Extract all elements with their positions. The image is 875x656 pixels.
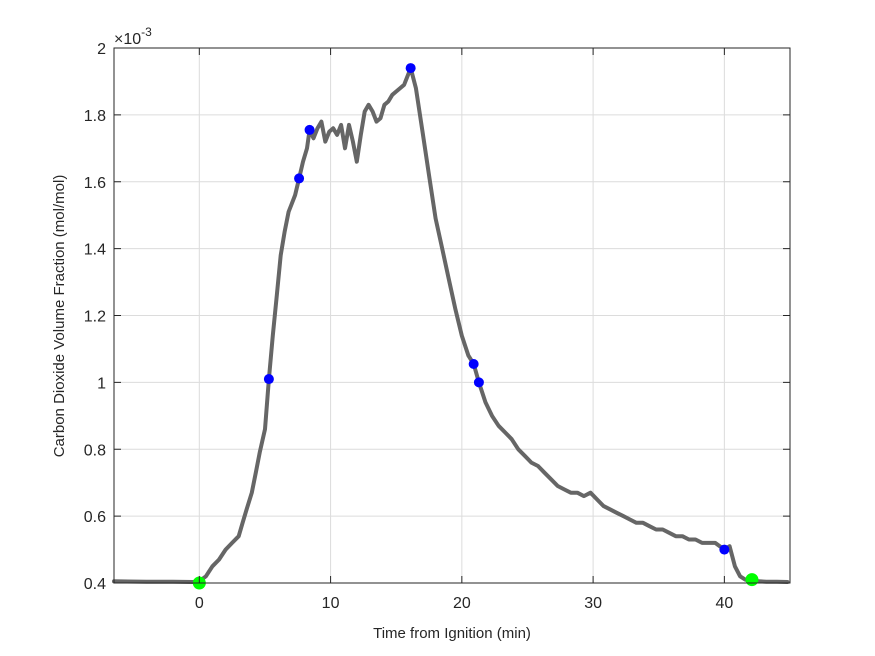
grid-lines (114, 48, 790, 583)
y-tick-label: 1.4 (84, 242, 106, 259)
axis-ticks (114, 47, 790, 584)
x-tick-labels: 0 10 20 30 40 (195, 595, 734, 612)
key-point-marker (263, 374, 274, 385)
y-tick-label: 1 (97, 375, 106, 392)
x-tick-label: 10 (322, 595, 340, 612)
x-axis-title: Time from Ignition (min) (373, 625, 531, 642)
key-point-marker (294, 173, 305, 184)
y-tick-label: 1.8 (84, 108, 106, 125)
key-point-marker (304, 124, 315, 135)
key-point-marker (473, 377, 484, 388)
endpoint-marker (745, 573, 759, 587)
y-tick-label: 0.8 (84, 442, 106, 459)
y-tick-label: 1.6 (84, 175, 106, 192)
svg-text:×10-3: ×10-3 (114, 25, 152, 48)
y-exponent-label: ×10-3 (114, 25, 152, 48)
exponent-power: -3 (141, 25, 152, 39)
exponent-base: ×10 (114, 31, 141, 48)
x-tick-label: 40 (715, 595, 733, 612)
y-tick-labels: 0.4 0.6 0.8 1 1.2 1.4 1.6 1.8 2 (84, 41, 106, 593)
key-points (192, 63, 759, 590)
key-point-marker (468, 358, 479, 369)
key-point-marker (719, 544, 730, 555)
y-tick-label: 0.4 (84, 576, 106, 593)
co2-polyline (112, 66, 790, 584)
y-axis-title: Carbon Dioxide Volume Fraction (mol/mol) (51, 175, 68, 458)
y-tick-label: 0.6 (84, 509, 106, 526)
y-tick-label: 2 (97, 41, 106, 58)
y-tick-label: 1.2 (84, 309, 106, 326)
x-tick-label: 0 (195, 595, 204, 612)
key-point-marker (405, 63, 416, 74)
x-tick-label: 20 (453, 595, 471, 612)
x-tick-label: 30 (584, 595, 602, 612)
co2-line (112, 66, 790, 584)
